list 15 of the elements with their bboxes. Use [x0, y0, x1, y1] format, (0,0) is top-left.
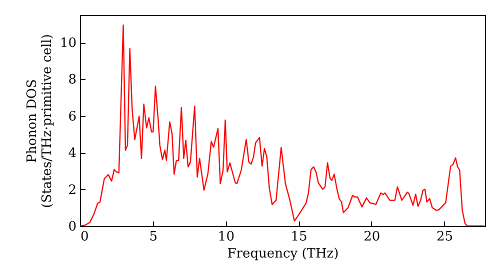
y-tick-label: 6: [68, 109, 76, 124]
x-tick-label: 20: [364, 230, 380, 244]
line-series: [80, 24, 485, 226]
y-tick-label: 0: [68, 220, 76, 234]
y-tick-label: 10: [60, 36, 76, 52]
y-tick-label: 8: [68, 72, 76, 88]
y-tick-label: 2: [68, 182, 76, 198]
y-axis-title: Phonon DOS (States/THz·primitive cell): [24, 34, 55, 208]
x-axis-title: Frequency (THz): [227, 246, 339, 262]
x-tick-label: 15: [290, 230, 308, 244]
x-tick-label: 5: [149, 230, 158, 244]
x-tick-label: 25: [436, 230, 453, 244]
y-tick-label: 4: [68, 146, 76, 162]
x-tick-label: 10: [218, 230, 234, 244]
x-tick-label: 0: [80, 230, 89, 244]
